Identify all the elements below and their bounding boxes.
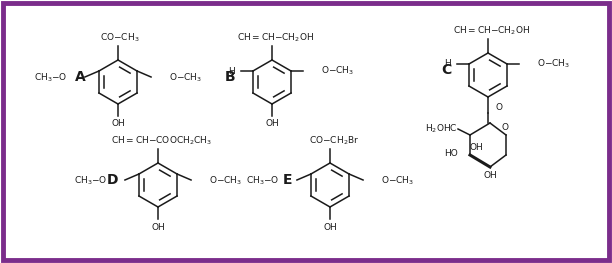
Text: O$-$CH$_3$: O$-$CH$_3$: [169, 72, 203, 84]
Text: CO$-$CH$_2$Br: CO$-$CH$_2$Br: [309, 135, 359, 147]
Text: OH: OH: [111, 119, 125, 129]
Text: A: A: [75, 70, 86, 84]
Text: H$_2$OHC: H$_2$OHC: [425, 123, 458, 135]
Text: CO$-$CH$_3$: CO$-$CH$_3$: [100, 32, 140, 44]
Text: OH: OH: [470, 144, 483, 153]
Text: O$-$CH$_3$: O$-$CH$_3$: [537, 58, 570, 70]
Text: OH: OH: [265, 119, 279, 129]
Text: CH$_3$$-$O: CH$_3$$-$O: [73, 175, 107, 187]
Text: O$-$CH$_3$: O$-$CH$_3$: [209, 175, 242, 187]
Text: CH$=$CH$-$CH$_2$OH: CH$=$CH$-$CH$_2$OH: [453, 25, 531, 37]
Text: HO: HO: [444, 149, 458, 158]
FancyBboxPatch shape: [3, 3, 609, 260]
Text: D: D: [106, 173, 118, 187]
Text: H: H: [444, 59, 451, 68]
Text: O$-$CH$_3$: O$-$CH$_3$: [381, 175, 414, 187]
Text: CH$_3$$-$O: CH$_3$$-$O: [245, 175, 279, 187]
Text: O: O: [502, 123, 509, 132]
Text: C: C: [441, 63, 451, 77]
Text: B: B: [225, 70, 235, 84]
Text: CH$_3$$-$O: CH$_3$$-$O: [34, 72, 67, 84]
Text: OH: OH: [151, 222, 165, 231]
Text: H: H: [228, 67, 235, 75]
Text: CH$=$CH$-$COOCH$_2$CH$_3$: CH$=$CH$-$COOCH$_2$CH$_3$: [111, 135, 212, 147]
Text: E: E: [283, 173, 293, 187]
Text: O$-$CH$_3$: O$-$CH$_3$: [321, 65, 354, 77]
Text: OH: OH: [483, 170, 497, 180]
Text: OH: OH: [323, 222, 337, 231]
Text: O: O: [496, 103, 503, 112]
Text: CH$=$CH$-$CH$_2$OH: CH$=$CH$-$CH$_2$OH: [237, 32, 315, 44]
